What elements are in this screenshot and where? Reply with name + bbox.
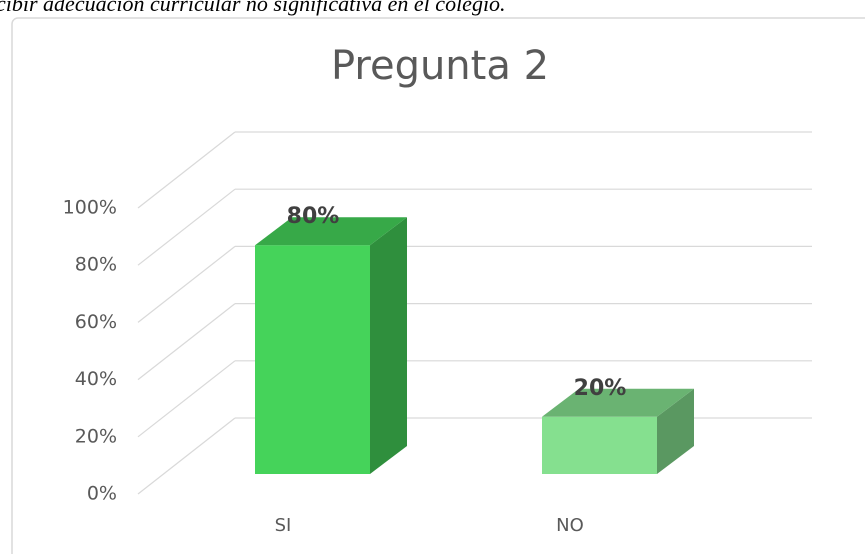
caption: cibir adecuación curricular no significa… bbox=[0, 0, 506, 16]
bar-side bbox=[370, 217, 407, 474]
x-tick-label: NO bbox=[556, 515, 584, 536]
y-tick-label: 100% bbox=[63, 197, 117, 219]
grid-line bbox=[137, 131, 236, 209]
bar-front bbox=[255, 245, 370, 474]
bar-front bbox=[542, 416, 657, 474]
grid-line bbox=[137, 188, 236, 266]
bar-top bbox=[542, 388, 694, 417]
y-tick-label: 80% bbox=[75, 254, 117, 276]
chart-title: Pregunta 2 bbox=[331, 43, 549, 89]
y-tick-label: 0% bbox=[87, 483, 117, 505]
data-label: 20% bbox=[574, 376, 627, 401]
grid-line bbox=[137, 360, 236, 438]
data-label: 80% bbox=[287, 204, 340, 229]
grid-line bbox=[137, 303, 236, 381]
x-tick-label: SI bbox=[275, 515, 292, 536]
y-tick-label: 60% bbox=[75, 311, 117, 333]
grid-line bbox=[137, 245, 236, 323]
y-tick-label: 20% bbox=[75, 425, 117, 447]
chart-frame bbox=[11, 17, 865, 554]
grid-line bbox=[137, 417, 236, 495]
bar-top bbox=[255, 217, 407, 246]
bar-side bbox=[657, 388, 694, 474]
y-tick-label: 40% bbox=[75, 368, 117, 390]
